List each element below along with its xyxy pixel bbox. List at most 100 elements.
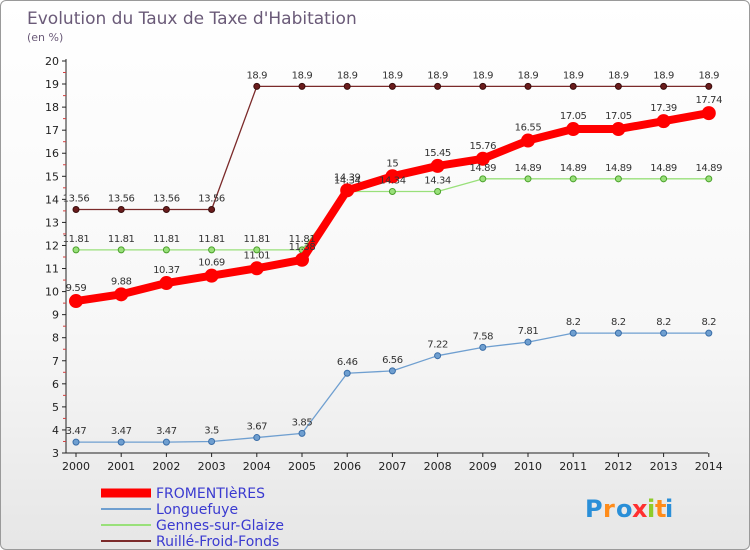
data-point — [430, 158, 445, 173]
data-point — [162, 438, 170, 446]
data-label: 8.2 — [701, 317, 716, 328]
data-point — [253, 434, 261, 442]
chart-title: Evolution du Taux de Taxe d'Habitation — [27, 9, 357, 29]
legend-item: Longuefuye — [101, 502, 238, 518]
data-label: 10.69 — [198, 258, 225, 269]
data-label: 13.56 — [108, 193, 135, 204]
data-point — [705, 329, 713, 337]
data-point — [569, 175, 577, 183]
data-label: 18.9 — [246, 70, 267, 81]
series-ruill-froid-fonds — [72, 82, 713, 213]
data-point — [434, 82, 442, 90]
data-label: 8.2 — [611, 317, 626, 328]
data-label: 7.58 — [472, 331, 493, 342]
data-label: 7.22 — [427, 340, 448, 351]
data-labels: 13.56 13.56 13.56 13.56 18.9 18.9 18.9 18.9 18.9… — [63, 70, 723, 437]
data-label: 11.81 — [243, 234, 270, 245]
data-point — [298, 429, 306, 437]
y-tick-label: 14 — [45, 193, 59, 206]
data-point — [614, 175, 622, 183]
legend-item: FROMENTIèRES — [101, 486, 265, 502]
series-gennes-sur-glaize — [72, 175, 713, 254]
data-label: 14.89 — [515, 163, 542, 174]
x-tick-label: 2003 — [198, 460, 226, 473]
data-label: 9.59 — [66, 283, 87, 294]
y-tick-label: 17 — [45, 124, 59, 137]
data-label: 18.9 — [292, 70, 313, 81]
data-label: 18.9 — [698, 70, 719, 81]
data-label: 11.81 — [289, 234, 316, 245]
legend-label: Gennes-sur-Glaize — [156, 518, 284, 534]
x-tick-label: 2013 — [650, 460, 678, 473]
logo-letter: t — [655, 495, 666, 523]
data-label: 9.88 — [111, 276, 132, 287]
y-tick-label: 19 — [45, 78, 59, 91]
data-point — [114, 287, 129, 302]
y-tick-label: 5 — [52, 401, 59, 414]
data-label: 8.2 — [566, 317, 581, 328]
data-point — [388, 82, 396, 90]
data-point — [660, 82, 668, 90]
data-point — [705, 82, 713, 90]
data-label: 16.55 — [515, 123, 542, 134]
x-tick-label: 2004 — [243, 460, 271, 473]
series-fromenti-res — [69, 106, 716, 309]
data-point — [388, 188, 396, 196]
legend-label: FROMENTIèRES — [156, 486, 265, 502]
data-point — [614, 82, 622, 90]
data-label: 18.9 — [563, 70, 584, 81]
series-longuefuye — [72, 329, 713, 446]
y-tick-label: 10 — [45, 286, 59, 299]
data-point — [569, 329, 577, 337]
data-label: 14.89 — [469, 163, 496, 174]
data-point — [521, 133, 535, 148]
data-label: 11.81 — [63, 234, 90, 245]
data-label: 18.9 — [518, 70, 539, 81]
data-label: 18.9 — [608, 70, 629, 81]
x-tick-label: 2006 — [333, 460, 361, 473]
data-point — [385, 169, 400, 184]
legend-item: Gennes-sur-Glaize — [101, 518, 284, 534]
y-tick-label: 11 — [45, 263, 59, 276]
data-point — [253, 82, 261, 90]
data-point — [208, 437, 216, 445]
data-point — [524, 82, 532, 90]
data-label: 6.46 — [337, 357, 358, 368]
data-point — [117, 246, 125, 254]
x-tick-label: 2008 — [424, 460, 452, 473]
data-point — [479, 82, 487, 90]
data-label: 3.47 — [156, 426, 177, 437]
x-tick-label: 2011 — [559, 460, 587, 473]
data-point — [343, 82, 351, 90]
data-label: 8.2 — [656, 317, 671, 328]
data-label: 13.56 — [153, 193, 180, 204]
data-label: 3.85 — [292, 417, 313, 428]
data-point — [524, 338, 532, 346]
data-label: 3.47 — [66, 426, 87, 437]
data-point — [204, 268, 219, 283]
y-tick-label: 16 — [45, 147, 59, 160]
data-point — [159, 276, 174, 291]
data-label: 14.89 — [560, 163, 587, 174]
data-point — [434, 352, 442, 360]
data-point — [249, 261, 264, 276]
data-label: 14.34 — [424, 176, 451, 187]
data-point — [569, 82, 577, 90]
data-point — [656, 114, 671, 129]
data-point — [388, 367, 396, 375]
data-point — [208, 205, 216, 213]
data-label: 17.39 — [650, 103, 677, 114]
data-label: 17.74 — [695, 95, 722, 106]
legend-item: Ruillé-Froid-Fonds — [101, 534, 279, 549]
series-layer — [69, 82, 716, 446]
data-point — [434, 188, 442, 196]
data-point — [343, 369, 351, 377]
data-label: 15 — [386, 158, 398, 169]
y-tick-label: 20 — [45, 55, 59, 68]
data-point — [611, 122, 626, 137]
data-label: 18.9 — [427, 70, 448, 81]
data-label: 11.38 — [289, 242, 316, 253]
logo-letter: x — [632, 495, 648, 523]
logo-letter: i — [665, 495, 673, 523]
